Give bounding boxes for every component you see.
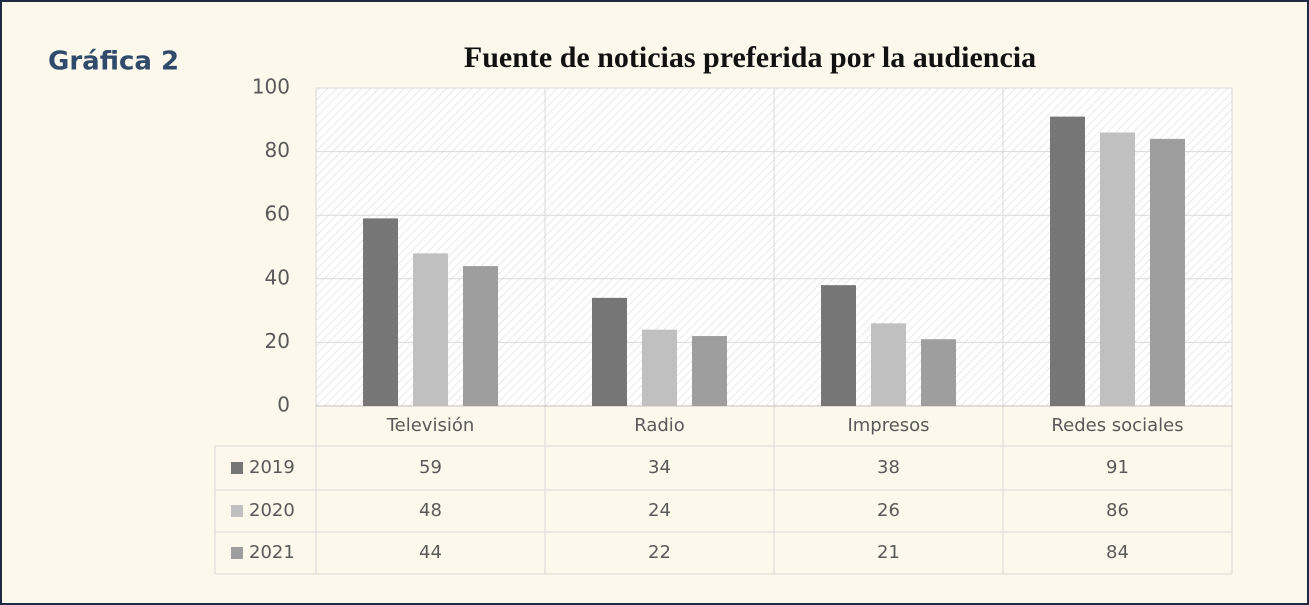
table-cell: 48 <box>419 500 442 521</box>
y-tick-label: 40 <box>265 265 290 289</box>
bar <box>1100 132 1135 406</box>
legend-swatch <box>231 462 243 474</box>
legend-label: 2020 <box>249 500 295 521</box>
table-cell: 38 <box>877 457 900 478</box>
table-cell: 22 <box>648 542 671 563</box>
heading: Gráfica 2 <box>48 47 179 77</box>
legend-swatch <box>231 547 243 559</box>
y-tick-label: 80 <box>265 138 290 162</box>
x-tick-label: Televisión <box>386 415 475 436</box>
bar <box>821 285 856 406</box>
table-cell: 84 <box>1106 542 1129 563</box>
y-tick-label: 0 <box>277 393 290 417</box>
legend-label: 2021 <box>249 542 295 563</box>
y-tick-label: 20 <box>265 329 290 353</box>
x-tick-label: Impresos <box>847 415 929 436</box>
bar <box>692 336 727 406</box>
table-cell: 24 <box>648 500 671 521</box>
legend-label: 2019 <box>249 457 295 478</box>
chart-title: Fuente de noticias preferida por la audi… <box>464 41 1036 74</box>
bar <box>871 323 906 406</box>
x-tick-label: Redes sociales <box>1051 415 1183 436</box>
bar <box>1150 138 1185 406</box>
table-cell: 59 <box>419 457 442 478</box>
table-cell: 44 <box>419 542 442 563</box>
x-tick-label: Radio <box>634 415 685 436</box>
bar <box>413 253 448 406</box>
bar <box>1050 116 1085 407</box>
table-cell: 21 <box>877 542 900 563</box>
y-tick-label: 60 <box>265 202 290 226</box>
bar <box>592 297 627 406</box>
table-cell: 91 <box>1106 457 1129 478</box>
bar <box>642 329 677 406</box>
table-cell: 86 <box>1106 500 1129 521</box>
table-cell: 34 <box>648 457 671 478</box>
table-cell: 26 <box>877 500 900 521</box>
bar <box>921 339 956 406</box>
bar <box>463 266 498 406</box>
legend-swatch <box>231 505 243 517</box>
y-tick-label: 100 <box>252 75 290 99</box>
bar <box>363 218 398 406</box>
